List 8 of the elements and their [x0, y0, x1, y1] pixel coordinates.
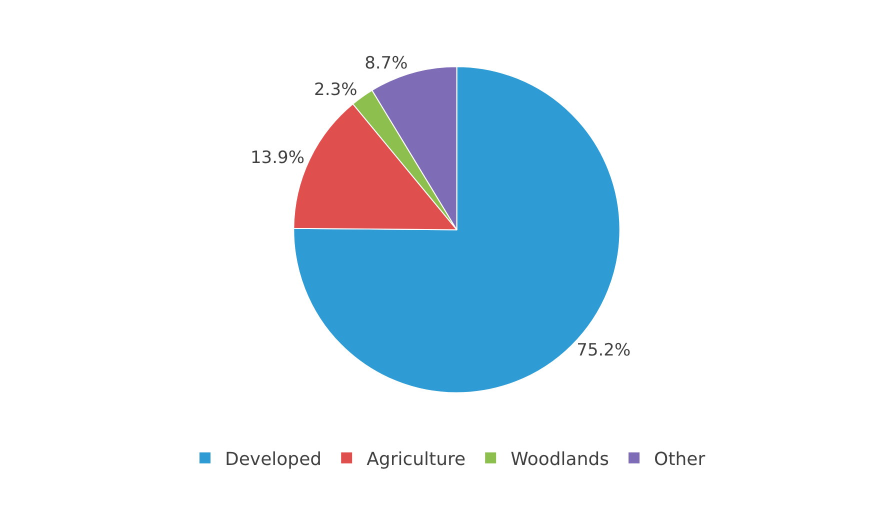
data-label: 8.7%	[364, 53, 408, 74]
data-label: 2.3%	[314, 80, 358, 100]
data-label: 13.9%	[250, 148, 304, 168]
data-label: 75.2%	[576, 340, 631, 361]
legend-label: Other	[654, 448, 706, 470]
legend-label: Developed	[225, 448, 322, 470]
legend-label: Woodlands	[510, 448, 610, 470]
legend-label: Agriculture	[366, 448, 466, 470]
